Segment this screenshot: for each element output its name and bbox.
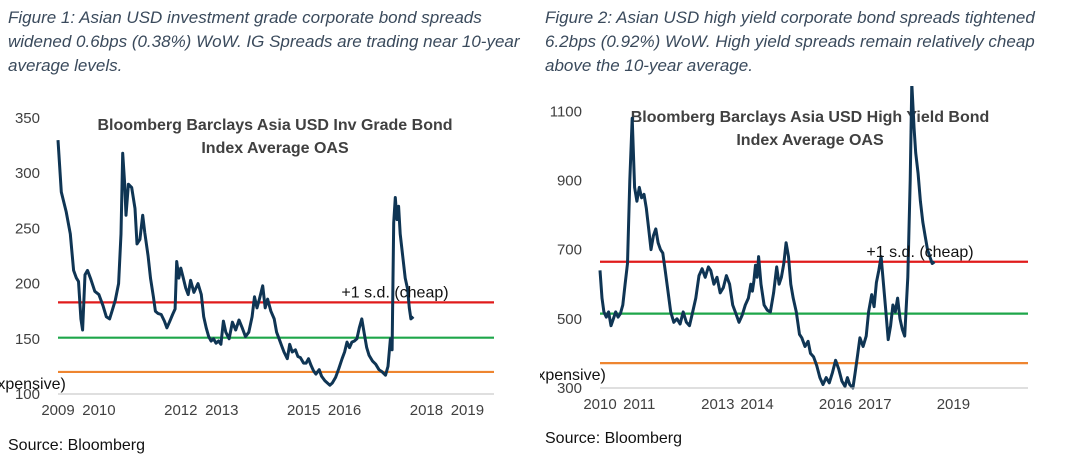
- figure1-caption: Figure 1: Asian USD investment grade cor…: [8, 8, 520, 75]
- hy-x-tick-label: 2019: [937, 396, 970, 413]
- hy-reference-label-0: +1 s.d. (cheap): [866, 244, 973, 261]
- ig-y-tick-label: 300: [15, 165, 40, 182]
- ig-y-tick-label: 100: [15, 386, 40, 403]
- ig-y-tick-label: 150: [15, 331, 40, 348]
- hy-spread-chart: Bloomberg Barclays Asia USD High Yield B…: [540, 86, 1028, 413]
- hy-series-line: [598, 86, 936, 390]
- hy-y-tick-label: 1100: [550, 103, 582, 120]
- ig-title-line-0: Bloomberg Barclays Asia USD Inv Grade Bo…: [97, 117, 452, 134]
- ig-x-tick-label: 2010: [82, 402, 115, 419]
- hy-title-line-0: Bloomberg Barclays Asia USD High Yield B…: [631, 109, 990, 126]
- ig-reference-label-2: -1 s.d. (expensive): [0, 376, 66, 393]
- ig-x-tick-label: 2015: [287, 402, 320, 419]
- hy-y-tick-label: 900: [557, 172, 582, 189]
- hy-x-tick-label: 2011: [623, 396, 655, 413]
- ig-y-tick-label: 350: [15, 110, 40, 127]
- ig-y-tick-label: 250: [15, 220, 40, 237]
- hy-reference-label-2: -1 s.d. (expensive): [540, 367, 606, 384]
- hy-x-tick-label: 2010: [583, 396, 616, 413]
- figure1-source: Source: Bloomberg: [8, 437, 145, 454]
- ig-series-line: [56, 140, 415, 387]
- ig-x-tick-label: 2012: [164, 402, 197, 419]
- ig-spread-chart: Bloomberg Barclays Asia USD Inv Grade Bo…: [0, 110, 494, 419]
- ig-x-tick-label: 2018: [410, 402, 443, 419]
- ig-x-tick-label: 2009: [41, 402, 74, 419]
- ig-reference-label-0: +1 s.d. (cheap): [341, 284, 448, 301]
- ig-y-tick-label: 200: [15, 276, 40, 293]
- hy-title-line-1: Index Average OAS: [736, 132, 884, 149]
- ig-title-line-1: Index Average OAS: [201, 140, 349, 157]
- ig-x-tick-label: 2013: [205, 402, 238, 419]
- figure2-caption: Figure 2: Asian USD high yield corporate…: [545, 8, 1035, 75]
- hy-x-tick-label: 2016: [819, 396, 852, 413]
- ig-x-tick-label: 2019: [451, 402, 484, 419]
- hy-y-tick-label: 300: [557, 380, 582, 397]
- hy-y-tick-label: 700: [557, 242, 582, 259]
- hy-y-tick-label: 500: [557, 311, 582, 328]
- hy-x-tick-label: 2013: [701, 396, 734, 413]
- hy-x-tick-label: 2014: [740, 396, 773, 413]
- figure2-source: Source: Bloomberg: [545, 430, 682, 447]
- hy-x-tick-label: 2017: [858, 396, 891, 413]
- ig-x-tick-label: 2016: [328, 402, 361, 419]
